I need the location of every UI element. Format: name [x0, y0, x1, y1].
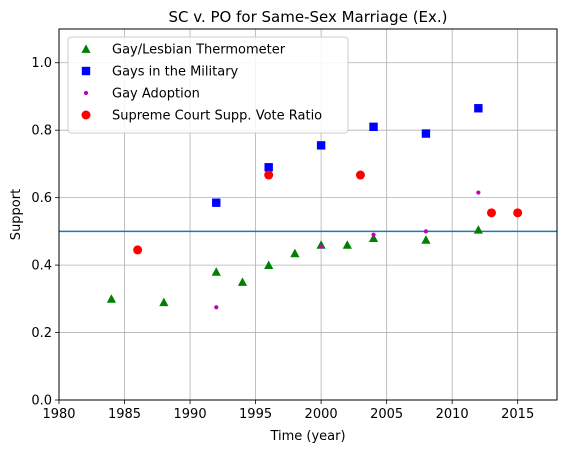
legend: Gay/Lesbian Thermometer Gays in the Milit… — [67, 36, 349, 134]
data-point — [473, 225, 483, 234]
x-tick-label: 1990 — [174, 407, 207, 422]
data-point — [368, 233, 379, 243]
y-tick-label: 0.0 — [31, 394, 52, 409]
data-point — [369, 122, 378, 132]
data-marks — [106, 104, 523, 310]
legend-label: Supreme Court Supp. Vote Ratio — [112, 109, 322, 124]
legend-box — [67, 36, 349, 134]
x-tick-label: 1985 — [108, 407, 141, 422]
data-point — [211, 267, 221, 276]
data-point — [106, 294, 117, 303]
chart-title: SC v. PO for Same-Sex Marriage (Ex.) — [168, 8, 447, 26]
series-2 — [214, 190, 481, 310]
legend-label: Gay Adoption — [112, 87, 200, 102]
axis-ticks: 1980 1985 1990 1995 2000 2005 2010 2015 0.0 0.2 0.… — [31, 56, 534, 422]
series-0 — [106, 225, 483, 307]
legend-label: Gays in the Military — [112, 65, 239, 80]
legend-label: Gay/Lesbian Thermometer — [112, 43, 286, 58]
data-point — [290, 248, 300, 258]
data-point — [319, 244, 324, 249]
series-1 — [212, 104, 483, 207]
x-tick-label: 2010 — [436, 407, 469, 422]
x-tick-label: 2015 — [501, 407, 534, 422]
legend-marker — [81, 44, 91, 53]
y-tick-label: 0.8 — [31, 124, 52, 139]
data-point — [423, 229, 429, 234]
data-point — [421, 129, 431, 138]
data-point — [342, 240, 352, 249]
data-point — [355, 170, 365, 180]
data-point — [421, 235, 431, 244]
legend-marker — [81, 110, 91, 120]
y-tick-label: 0.6 — [31, 191, 52, 206]
plot-area-frame — [58, 28, 558, 401]
y-tick-label: 1.0 — [31, 56, 52, 71]
y-tick-label: 0.2 — [31, 326, 52, 341]
data-point — [371, 232, 376, 237]
data-point — [264, 260, 274, 270]
x-tick-label: 2005 — [370, 407, 403, 422]
data-point — [476, 190, 481, 195]
legend-marker — [83, 90, 89, 96]
data-point — [214, 305, 219, 310]
legend-marker — [81, 66, 91, 76]
x-tick-label: 2000 — [305, 407, 338, 422]
data-point — [212, 198, 221, 207]
y-tick-label: 0.4 — [31, 259, 52, 274]
data-point — [237, 277, 248, 286]
data-point — [264, 170, 274, 180]
data-point — [474, 104, 483, 113]
data-point — [264, 163, 273, 172]
x-axis-title: Time (year) — [269, 429, 345, 444]
data-point — [316, 141, 326, 150]
series-3 — [133, 170, 523, 255]
data-point — [486, 208, 496, 218]
y-axis-title: Support — [9, 189, 24, 240]
x-tick-label: 1980 — [42, 407, 75, 422]
x-tick-label: 1995 — [239, 407, 272, 422]
data-point — [159, 297, 169, 307]
data-point — [133, 245, 143, 255]
data-point — [513, 208, 523, 218]
